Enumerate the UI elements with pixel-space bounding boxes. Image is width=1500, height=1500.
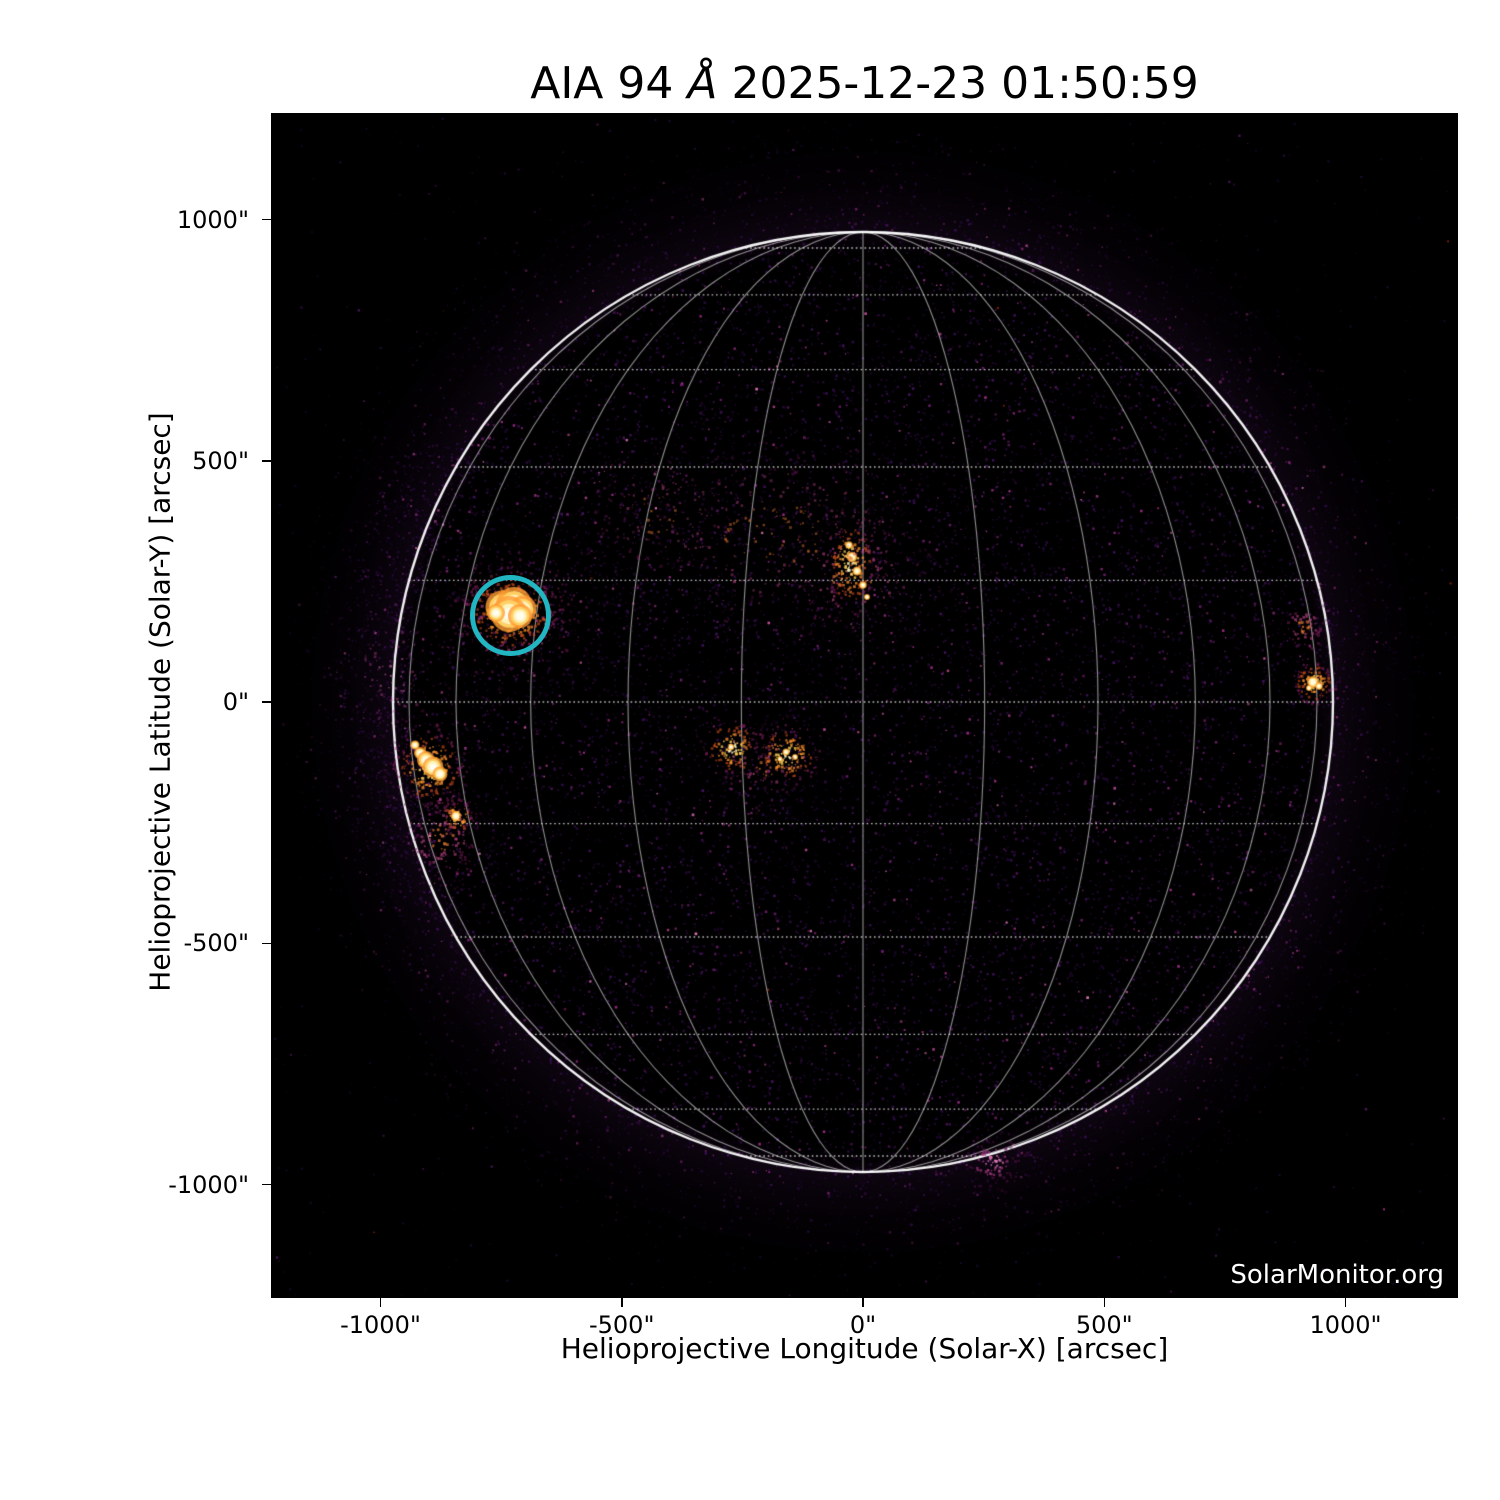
y-tick-mark <box>262 701 271 703</box>
title-angstrom-symbol: Å <box>687 58 718 109</box>
x-tick-mark <box>379 1298 382 1307</box>
y-tick-mark <box>262 1183 271 1186</box>
y-tick-label: -1000" <box>168 1170 249 1199</box>
title-instrument: AIA 94 <box>530 58 688 109</box>
solar-image-plot: SolarMonitor.org <box>271 113 1458 1298</box>
watermark-text: SolarMonitor.org <box>1230 1260 1444 1290</box>
x-tick-mark <box>862 1298 864 1307</box>
x-tick-label: 1000" <box>1309 1311 1382 1339</box>
plot-title: AIA 94 Å 2025-12-23 01:50:59 <box>271 62 1458 106</box>
y-tick-label: 0" <box>222 688 249 716</box>
y-tick-label: -500" <box>183 929 249 958</box>
x-tick-label: -500" <box>588 1311 655 1339</box>
x-axis-label: Helioprojective Longitude (Solar-X) [arc… <box>560 1332 1169 1365</box>
solar-disk-image <box>271 113 1458 1298</box>
y-tick-label: 1000" <box>176 205 249 234</box>
y-tick-label: 500" <box>192 446 249 475</box>
x-tick-label: -1000" <box>340 1311 421 1339</box>
y-tick-mark <box>262 218 271 221</box>
x-tick-label: 500" <box>1075 1311 1133 1339</box>
x-tick-mark <box>621 1298 623 1307</box>
x-tick-mark <box>1344 1298 1347 1307</box>
y-tick-mark <box>262 460 271 462</box>
x-tick-label: 0" <box>849 1311 877 1339</box>
flare-region-marker-circle <box>470 575 551 656</box>
title-datetime: 2025-12-23 01:50:59 <box>717 58 1199 109</box>
y-tick-mark <box>262 942 271 944</box>
x-tick-mark <box>1103 1298 1105 1307</box>
